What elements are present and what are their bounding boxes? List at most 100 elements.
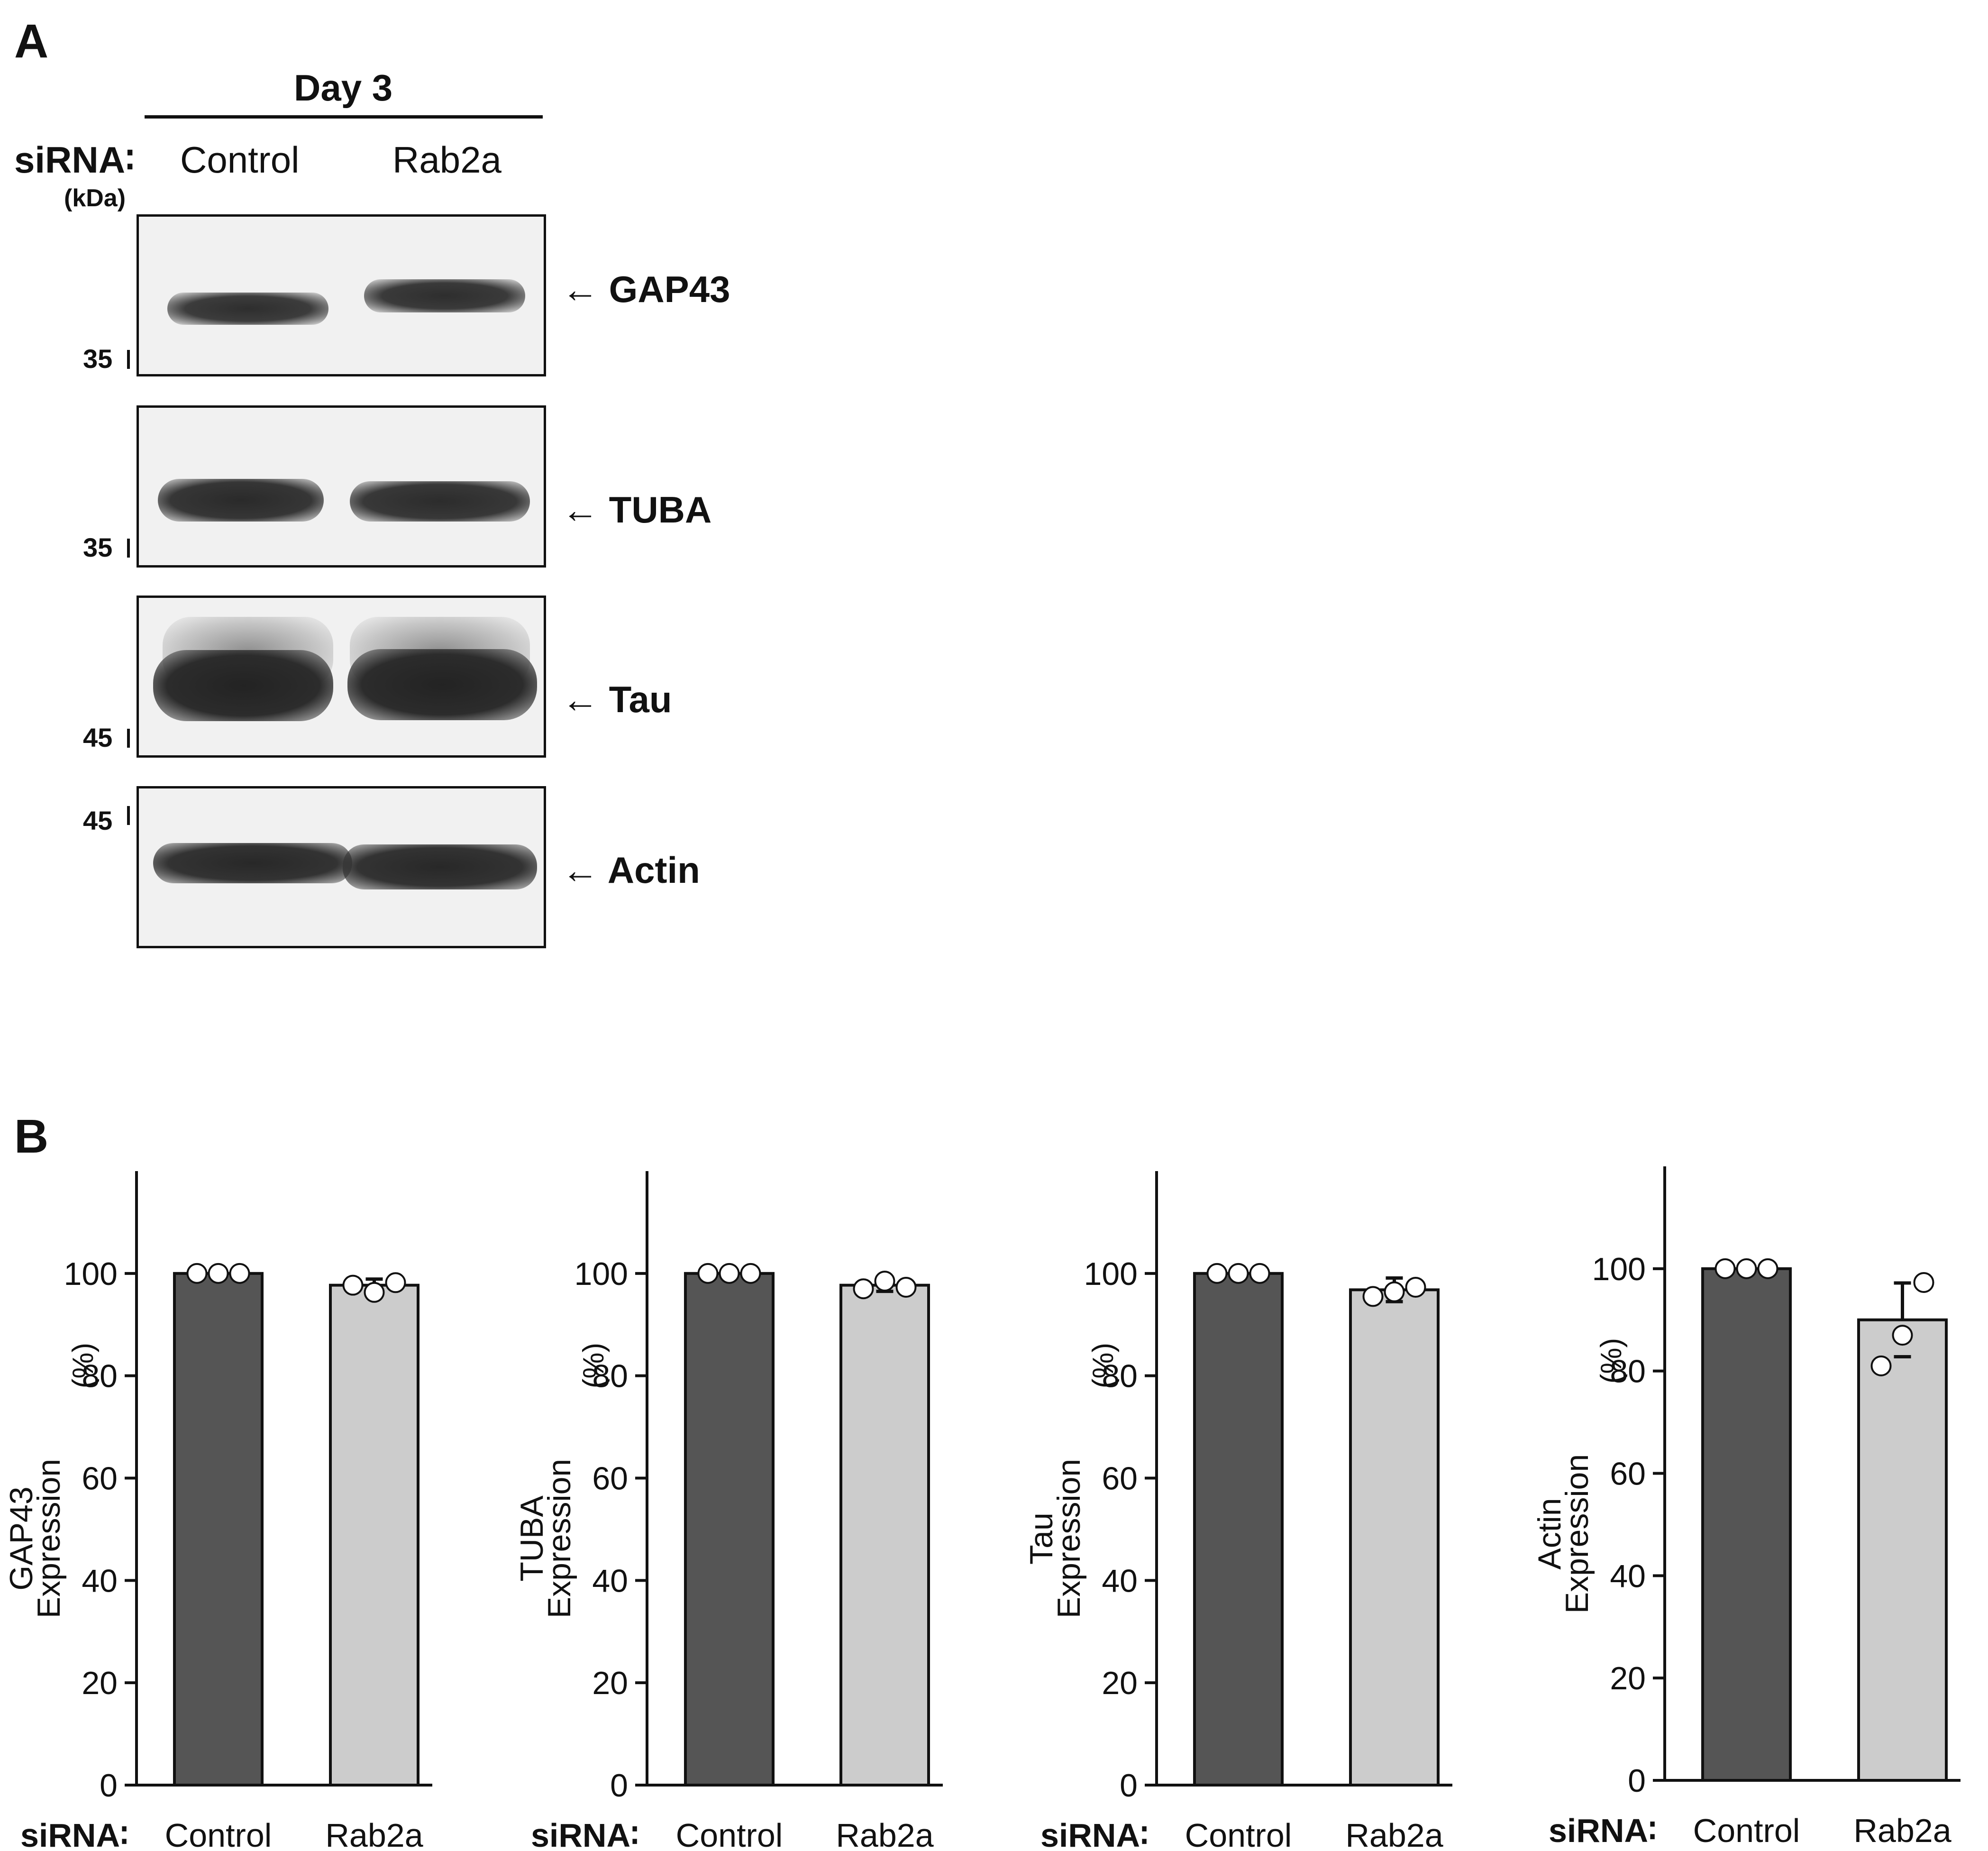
chart4-bar-control: [1701, 1267, 1792, 1782]
chart4-category-label-control: Control: [1693, 1812, 1800, 1849]
chart4-y-tick-label: 100: [1592, 1251, 1646, 1287]
chart2-data-point: [895, 1276, 917, 1298]
chart2-data-point: [719, 1263, 740, 1284]
day-bracket-line: [145, 115, 543, 119]
chart3-bar-rab2a: [1349, 1288, 1440, 1787]
chart1-category-label-rab2a: Rab2a: [325, 1817, 423, 1851]
chart2-y-tick-label: 0: [610, 1768, 628, 1804]
mw-marker-tuba: 35: [83, 532, 113, 562]
band-actin-rab2a: [343, 844, 537, 889]
chart3-category-label-control: Control: [1185, 1817, 1292, 1851]
chart2-y-tick-label: 40: [592, 1563, 628, 1599]
chart3-bar-control: [1193, 1272, 1284, 1787]
chart3-y-label-unit: (%): [1087, 1343, 1120, 1388]
blot-tau: [137, 596, 546, 758]
chart2-y-label-line2: Expression: [541, 1459, 577, 1618]
arrow-tuba: ← TUBA: [562, 488, 711, 531]
chart3-data-point: [1405, 1276, 1426, 1298]
arrow-gap43: ← GAP43: [562, 268, 730, 311]
chart4-y-tick-label: 80: [1610, 1354, 1646, 1390]
chart3-data-point: [1228, 1263, 1249, 1284]
chart4-data-point: [1736, 1258, 1757, 1279]
mw-tick-tau: [127, 729, 130, 748]
chart4-bar-rab2a: [1857, 1318, 1948, 1782]
chart2-y-tick-label: 60: [592, 1461, 628, 1497]
chart4-data-point: [1913, 1272, 1934, 1293]
blot-gap43: [137, 214, 546, 376]
chart1-sirna-label: siRNA∶: [20, 1817, 128, 1851]
chart2-y-label-unit: (%): [577, 1343, 610, 1388]
mw-marker-actin: 45: [83, 806, 113, 835]
chart3-y-tick-label: 20: [1102, 1665, 1138, 1701]
chart4-y-label-line2: Expression: [1559, 1454, 1595, 1613]
blot-tuba: [137, 405, 546, 568]
chart1-data-point: [364, 1282, 385, 1303]
chart1-bar-control: [173, 1272, 264, 1787]
panel-a-letter: A: [14, 15, 49, 68]
chart2-y-label-line1: TUBA: [514, 1495, 550, 1582]
band-tuba-control: [158, 479, 324, 522]
chart2-y-tick-label: 20: [592, 1665, 628, 1701]
chart4-y-tick-label: 0: [1628, 1763, 1646, 1799]
chart2-category-label-rab2a: Rab2a: [836, 1817, 933, 1851]
band-gap43-control: [167, 293, 328, 325]
arrow-actin: ← Actin: [562, 849, 700, 892]
chart1-bar-rab2a: [329, 1283, 419, 1787]
chart4-y-tick-label: 60: [1610, 1456, 1646, 1492]
chart1-y-tick-label: 60: [82, 1461, 118, 1497]
protein-label-tuba: TUBA: [609, 489, 712, 531]
band-tuba-rab2a: [350, 481, 530, 522]
chart3-y-tick-label: 80: [1102, 1358, 1138, 1394]
arrow-icon: ←: [562, 678, 599, 720]
day-label: Day 3: [294, 67, 393, 109]
arrow-tau: ← Tau: [562, 678, 672, 721]
chart2-data-point: [697, 1263, 719, 1284]
chart1-y-tick-label: 0: [100, 1768, 118, 1804]
chart4-data-point: [1757, 1258, 1778, 1279]
chart1-data-point: [186, 1263, 208, 1284]
chart2-bar-control: [684, 1272, 775, 1787]
mw-tick-tuba: [127, 539, 130, 558]
chart4-data-point: [1870, 1355, 1892, 1376]
chart4-sirna-label: siRNA∶: [1549, 1812, 1657, 1849]
kda-label: (kDa): [64, 184, 126, 212]
chart3-y-label-line1: Tau: [1023, 1512, 1059, 1565]
chart3-data-point: [1206, 1263, 1228, 1284]
band-gap43-rab2a: [364, 279, 525, 312]
panel-b-letter: B: [14, 1110, 49, 1163]
band-actin-control: [153, 843, 352, 883]
chart3-data-point: [1362, 1286, 1384, 1307]
chart1-y-tick-label: 80: [82, 1358, 118, 1394]
chart3-y-tick-label: 60: [1102, 1461, 1138, 1497]
chart1-category-label-control: Control: [165, 1817, 272, 1851]
chart2-y-tick-label: 80: [592, 1358, 628, 1394]
chart3-y-tick-label: 40: [1102, 1563, 1138, 1599]
mw-marker-tau: 45: [83, 723, 113, 752]
chart4-data-point: [1892, 1325, 1913, 1346]
chart3-data-point: [1384, 1281, 1405, 1302]
chart1-y-label-line2: Expression: [31, 1459, 67, 1618]
condition-rab2a: Rab2a: [392, 139, 502, 181]
chart4-y-label-line1: Actin: [1532, 1498, 1568, 1569]
mw-tick-gap43: [127, 350, 130, 369]
chart3-y-tick-label: 0: [1120, 1768, 1138, 1804]
chart2-bar-rab2a: [839, 1283, 930, 1787]
chart4-y-tick-label: 40: [1610, 1558, 1646, 1594]
sirna-label: siRNA∶: [14, 139, 135, 181]
band-tau-control: [153, 650, 333, 721]
chart1-y-label-unit: (%): [67, 1343, 100, 1388]
chart3-y-label-line2: Expression: [1051, 1459, 1087, 1618]
mw-marker-gap43: 35: [83, 344, 113, 374]
chart2-sirna-label: siRNA∶: [531, 1817, 639, 1851]
chart3-sirna-label: siRNA∶: [1040, 1817, 1149, 1851]
chart3-category-label-rab2a: Rab2a: [1345, 1817, 1443, 1851]
chart2-data-point: [740, 1263, 761, 1284]
protein-label-tau: Tau: [609, 678, 672, 720]
protein-label-gap43: GAP43: [609, 268, 730, 310]
chart1-y-tick-label: 100: [64, 1256, 118, 1292]
chart4-category-label-rab2a: Rab2a: [1853, 1812, 1951, 1849]
chart1-y-label-line1: GAP43: [3, 1486, 39, 1590]
chart1-data-point: [229, 1263, 250, 1284]
arrow-icon: ←: [562, 849, 599, 891]
arrow-icon: ←: [562, 489, 599, 531]
